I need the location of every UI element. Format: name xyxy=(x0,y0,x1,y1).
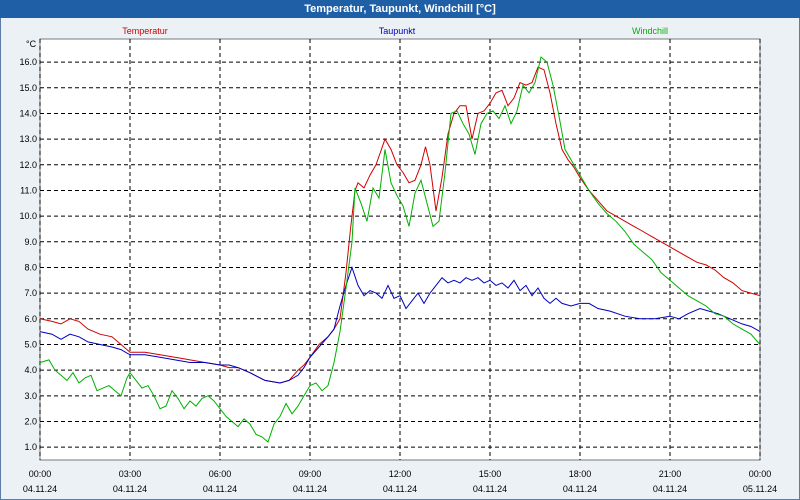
y-tick-label: 8.0 xyxy=(24,262,37,272)
y-tick-label: 2.0 xyxy=(24,416,37,426)
y-tick-label: 3.0 xyxy=(24,391,37,401)
legend-temperatur: Temperatur xyxy=(122,26,168,36)
y-tick-label: 7.0 xyxy=(24,288,37,298)
x-axis-ticks: 00:00 04.11.24 03:00 04.11.24 06:00 04.11.24 0… xyxy=(23,469,777,494)
x-tick-time: 12:00 xyxy=(389,469,412,479)
series-lines xyxy=(39,56,761,443)
x-tick-date: 05.11.24 xyxy=(743,484,777,494)
y-tick-label: 5.0 xyxy=(24,339,37,349)
series-line-windchill xyxy=(39,56,761,443)
x-tick-time: 03:00 xyxy=(119,469,142,479)
y-tick-label: 13.0 xyxy=(19,134,37,144)
x-tick-time: 00:00 xyxy=(749,469,772,479)
x-tick-time: 00:00 xyxy=(29,469,52,479)
y-axis-ticks: 1.0 2.0 3.0 4.0 5.0 6.0 7.0 8.0 9.0 10.0 11.0 12.0 1… xyxy=(19,57,37,452)
x-tick-time: 06:00 xyxy=(209,469,232,479)
series-line-taupunkt xyxy=(39,265,761,384)
chart-window-title: Temperatur, Taupunkt, Windchill [°C] xyxy=(0,0,800,18)
y-tick-label: 11.0 xyxy=(20,185,37,195)
x-tick-date: 04.11.24 xyxy=(113,484,147,494)
legend-windchill: Windchill xyxy=(632,26,668,36)
y-tick-label: 14.0 xyxy=(19,108,37,118)
x-tick-date: 04.11.24 xyxy=(293,484,327,494)
y-tick-label: 1.0 xyxy=(24,442,37,452)
gridlines xyxy=(39,39,761,460)
y-axis-unit-label: °C xyxy=(26,39,37,49)
x-tick-date: 04.11.24 xyxy=(473,484,507,494)
legend: Temperatur Taupunkt Windchill xyxy=(122,26,668,36)
y-tick-label: 9.0 xyxy=(24,237,37,247)
y-tick-label: 15.0 xyxy=(19,83,37,93)
x-tick-date: 04.11.24 xyxy=(563,484,597,494)
x-tick-time: 18:00 xyxy=(569,469,592,479)
x-tick-time: 09:00 xyxy=(299,469,322,479)
y-tick-label: 10.0 xyxy=(19,211,37,221)
y-tick-label: 16.0 xyxy=(19,57,37,67)
y-tick-label: 4.0 xyxy=(24,365,37,375)
x-tick-time: 21:00 xyxy=(659,469,682,479)
x-tick-date: 04.11.24 xyxy=(383,484,417,494)
legend-taupunkt: Taupunkt xyxy=(379,26,416,36)
x-tick-time: 15:00 xyxy=(479,469,502,479)
x-tick-date: 04.11.24 xyxy=(203,484,237,494)
y-tick-label: 12.0 xyxy=(19,160,37,170)
x-tick-date: 04.11.24 xyxy=(23,484,57,494)
x-tick-date: 04.11.24 xyxy=(653,484,687,494)
y-tick-label: 6.0 xyxy=(24,314,37,324)
